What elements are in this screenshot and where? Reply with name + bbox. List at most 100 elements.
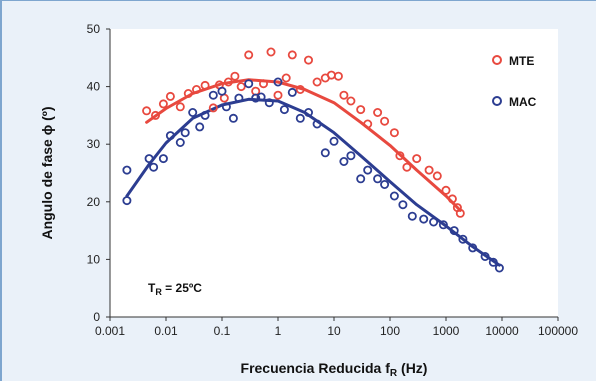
legend: MTE MAC bbox=[492, 54, 537, 109]
mac-data-point bbox=[429, 217, 439, 227]
mte-data-point bbox=[455, 208, 465, 218]
mte-data-point bbox=[281, 73, 291, 83]
mac-data-point bbox=[320, 148, 330, 158]
mac-legend-label: MAC bbox=[509, 95, 537, 109]
x-tick-label: 0.001 bbox=[95, 324, 125, 338]
mte-data-point bbox=[373, 108, 383, 118]
mac-data-point bbox=[407, 211, 417, 221]
mte-data-point bbox=[312, 77, 322, 87]
x-tick-label: 100 bbox=[380, 324, 400, 338]
mte-data-point bbox=[339, 90, 349, 100]
mac-data-point bbox=[264, 98, 274, 108]
mte-data-point bbox=[356, 105, 366, 115]
mte-data-point bbox=[266, 47, 276, 57]
mac-data-point bbox=[398, 200, 408, 210]
mac-data-point bbox=[256, 92, 266, 102]
mac-data-point bbox=[122, 196, 132, 206]
mac-data-point bbox=[339, 156, 349, 166]
mte-data-point bbox=[380, 116, 390, 126]
mac-data-point bbox=[188, 108, 198, 118]
mac-data-point bbox=[234, 93, 244, 103]
mac-data-point bbox=[389, 191, 399, 201]
mac-data-point bbox=[221, 102, 231, 112]
mac-data-point bbox=[438, 220, 448, 230]
y-tick-label: 50 bbox=[87, 22, 101, 36]
mac-data-point bbox=[380, 179, 390, 189]
mac-data-point bbox=[494, 263, 504, 273]
axes: 0.001 0.01 0.1 1 10 100 1000 10000 100000 0 10 20 30… bbox=[87, 22, 579, 338]
mac-data-point bbox=[488, 257, 498, 267]
mac-data-point bbox=[273, 77, 283, 87]
mac-data-point bbox=[449, 226, 459, 236]
mte-legend-marker bbox=[492, 55, 502, 65]
x-tick-label: 1000 bbox=[433, 324, 460, 338]
x-tick-label: 0.01 bbox=[154, 324, 178, 338]
mac-data-point bbox=[195, 122, 205, 132]
mac-data-point bbox=[200, 110, 210, 120]
mac-data-point bbox=[312, 119, 322, 129]
mac-data-point bbox=[468, 243, 478, 253]
mte-data-point bbox=[363, 119, 373, 129]
mac-data-point bbox=[373, 174, 383, 184]
mac-data-point bbox=[458, 234, 468, 244]
mte-data-point bbox=[447, 194, 457, 204]
y-tick-label: 40 bbox=[87, 80, 101, 94]
x-tick-label: 10000 bbox=[485, 324, 519, 338]
mte-data-point bbox=[208, 103, 218, 113]
mac-data-point bbox=[175, 137, 185, 147]
mac-data-point bbox=[217, 86, 227, 96]
mac-data-point bbox=[419, 214, 429, 224]
mte-data-point bbox=[230, 71, 240, 81]
x-tick-label: 10 bbox=[327, 324, 341, 338]
mte-data-point bbox=[244, 50, 254, 60]
mte-data-point bbox=[424, 165, 434, 175]
mte-data-point bbox=[175, 102, 185, 112]
mac-data-point bbox=[149, 162, 159, 172]
x-tick-label: 0.1 bbox=[214, 324, 231, 338]
mac-data-point bbox=[144, 154, 154, 164]
mac-data-point bbox=[158, 154, 168, 164]
mac-data-point bbox=[303, 108, 313, 118]
mac-data-point bbox=[228, 113, 238, 123]
y-axis-title: Angulo de fase ϕ (º) bbox=[39, 106, 55, 239]
mac-data-point bbox=[356, 174, 366, 184]
x-axis-title: Frecuencia Reducida fR (Hz) bbox=[241, 360, 428, 379]
mte-data-point bbox=[412, 154, 422, 164]
mte-data-point bbox=[191, 85, 201, 95]
mte-data-point bbox=[432, 171, 442, 181]
mac-data-point bbox=[244, 79, 254, 89]
mte-data-point bbox=[223, 77, 233, 87]
mte-data-point bbox=[200, 80, 210, 90]
mte-data-point bbox=[333, 71, 343, 81]
mac-data-point bbox=[295, 113, 305, 123]
mte-data-point bbox=[258, 79, 268, 89]
mte-data-point bbox=[441, 185, 451, 195]
temperature-annotation: TR = 25ºC bbox=[148, 281, 202, 297]
mte-data-point bbox=[150, 110, 160, 120]
mte-data-point bbox=[346, 96, 356, 106]
mte-data-point bbox=[395, 151, 405, 161]
mac-data-point bbox=[208, 90, 218, 100]
mac-data-point bbox=[346, 151, 356, 161]
mte-data-point bbox=[402, 162, 412, 172]
mte-data-point bbox=[273, 90, 283, 100]
mac-data-point bbox=[287, 87, 297, 97]
mac-data-point bbox=[329, 136, 339, 146]
mte-data-point bbox=[183, 89, 193, 99]
mte-data-point bbox=[389, 128, 399, 138]
mac-data-point bbox=[480, 251, 490, 261]
x-tick-label: 100000 bbox=[538, 324, 578, 338]
x-tick-label: 1 bbox=[275, 324, 282, 338]
mac-data-point bbox=[180, 128, 190, 138]
mte-data-point bbox=[142, 106, 152, 116]
mte-data-point bbox=[236, 82, 246, 92]
y-tick-label: 0 bbox=[93, 310, 100, 324]
y-tick-label: 20 bbox=[87, 195, 101, 209]
mac-data-point bbox=[165, 131, 175, 141]
mte-data-point bbox=[295, 85, 305, 95]
mte-data-point bbox=[165, 91, 175, 101]
y-tick-label: 10 bbox=[87, 252, 101, 266]
mac-data-point bbox=[251, 93, 261, 103]
